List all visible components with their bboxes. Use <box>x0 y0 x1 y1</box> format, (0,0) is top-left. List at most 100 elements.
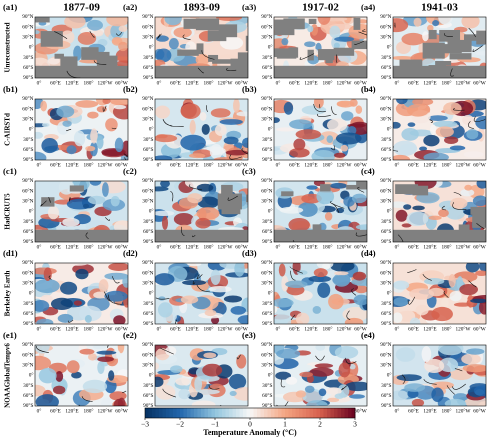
colorbar-step <box>302 408 307 418</box>
anomaly-patch <box>96 350 117 355</box>
lat-tick-label: 0° <box>387 44 392 51</box>
anomaly-patch <box>419 146 428 151</box>
coastline <box>196 274 203 280</box>
anomaly-patch <box>230 306 247 315</box>
lat-tick-label: 90°S <box>23 156 33 163</box>
anomaly-patch <box>285 280 308 288</box>
anomaly-patch <box>90 128 98 144</box>
anomaly-patch <box>223 136 239 145</box>
missing-data <box>247 19 248 27</box>
panel-label: (a2) <box>123 2 137 12</box>
missing-data <box>449 53 472 60</box>
anomaly-patch <box>449 291 462 302</box>
anomaly-patch <box>306 185 318 190</box>
missing-data <box>333 47 355 56</box>
coastline <box>290 314 296 321</box>
anomaly-patch <box>87 195 106 205</box>
lon-tick-label: 180° <box>322 326 332 333</box>
colorbar-step <box>148 408 153 418</box>
anomaly-patch <box>340 144 349 152</box>
anomaly-patch <box>96 105 107 113</box>
lon-tick-label: 60°W <box>115 326 127 333</box>
coastline <box>124 157 127 160</box>
lon-tick-label: 180° <box>441 326 451 333</box>
colorbar-step <box>208 408 212 418</box>
colorbar-step <box>267 408 272 418</box>
coastline <box>354 40 365 45</box>
colorbar-step <box>299 408 303 418</box>
anomaly-patch <box>155 134 178 143</box>
anomaly-patch <box>180 134 206 151</box>
coastline <box>452 383 466 390</box>
lat-tick-label: 90°S <box>143 320 153 327</box>
coastline <box>351 288 357 296</box>
lon-tick-label: 120°W <box>97 162 112 169</box>
lat-tick-label: 90°N <box>142 177 153 184</box>
anomaly-patch <box>351 193 367 204</box>
anomaly-patch <box>237 315 248 324</box>
coastline <box>236 354 241 360</box>
lat-tick-label: 30°S <box>23 382 33 389</box>
lat-tick-label: 30°S <box>23 136 33 143</box>
anomaly-patch <box>432 120 458 128</box>
anomaly-patch <box>393 297 409 307</box>
anomaly-patch <box>275 371 292 380</box>
lon-tick-label: 120°E <box>185 244 198 251</box>
missing-data <box>35 65 128 78</box>
anomaly-patch <box>104 272 128 280</box>
lon-tick-label: 60°W <box>235 162 247 169</box>
coastline <box>299 53 315 60</box>
lon-tick-label: 120°W <box>455 162 470 169</box>
anomaly-patch <box>336 100 355 108</box>
colorbar-step <box>194 408 198 418</box>
anomaly-patch <box>79 305 102 322</box>
map-panel <box>155 99 248 160</box>
missing-data <box>274 19 295 36</box>
anomaly-patch <box>444 398 467 406</box>
lat-tick-label: 90°S <box>381 238 391 245</box>
coastline <box>181 226 185 237</box>
anomaly-patch <box>334 271 349 276</box>
coastline <box>48 197 51 203</box>
anomaly-patch <box>329 25 341 39</box>
lon-tick-label: 60°W <box>473 408 485 415</box>
anomaly-patch <box>101 397 113 406</box>
missing-data <box>356 181 367 186</box>
lon-tick-label: 120°W <box>217 80 232 87</box>
lat-tick-label: 90°N <box>380 13 391 20</box>
lat-tick-label: 30°N <box>22 116 33 123</box>
lat-tick-label: 60°N <box>142 269 153 276</box>
lat-tick-label: 90°S <box>381 402 391 409</box>
anomaly-patch <box>275 127 296 132</box>
lat-tick-label: 30°N <box>261 198 272 205</box>
panel-frame <box>273 16 368 79</box>
panel-label: (e2) <box>123 330 137 340</box>
anomaly-patch <box>353 294 367 306</box>
coastline <box>89 30 95 38</box>
lon-tick-label: 120°E <box>185 80 198 87</box>
anomaly-patch <box>236 111 248 117</box>
anomaly-patch <box>333 152 346 158</box>
anomaly-patch <box>43 267 52 282</box>
anomaly-patch <box>35 30 40 35</box>
lat-tick-label: 30°N <box>380 362 391 369</box>
anomaly-patch <box>393 312 403 324</box>
lon-tick-label: 120°W <box>336 326 351 333</box>
anomaly-patch <box>175 377 190 386</box>
coastline <box>104 291 110 302</box>
anomaly-patch <box>214 124 227 137</box>
lat-tick-label: 30°N <box>261 34 272 41</box>
map-panel <box>274 263 367 324</box>
panel-label: (b1) <box>3 84 18 94</box>
colorbar-step <box>348 408 352 418</box>
lon-tick-label: 180° <box>83 408 93 415</box>
coastline <box>423 379 437 385</box>
missing-data <box>439 29 461 42</box>
panel-frame <box>154 16 249 79</box>
anomaly-patch <box>453 302 472 307</box>
lat-tick-label: 30°S <box>23 54 33 61</box>
coastline <box>111 276 120 284</box>
anomaly-patch <box>393 390 409 401</box>
anomaly-patch <box>223 295 243 303</box>
lon-tick-label: 120°W <box>217 326 232 333</box>
